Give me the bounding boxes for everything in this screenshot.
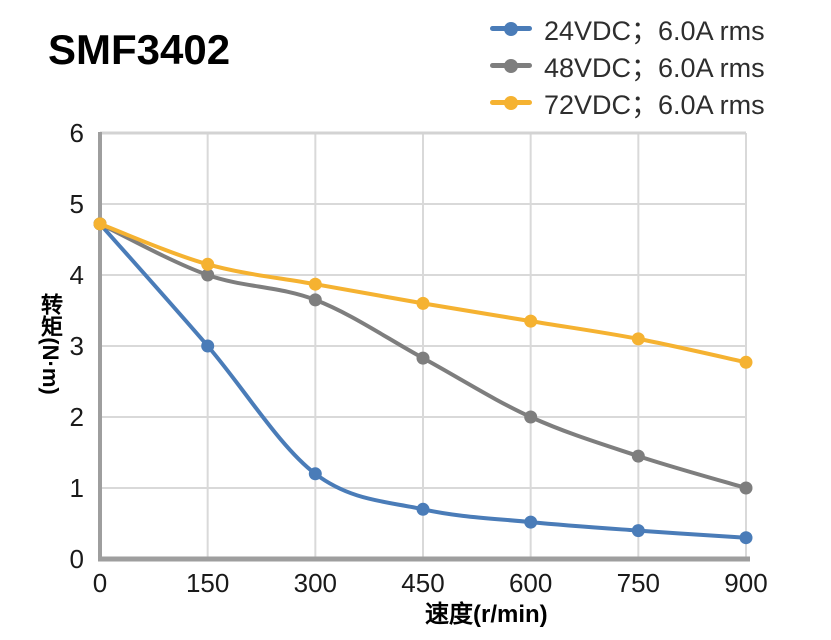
y-axis-title: 转矩(N·m) bbox=[38, 293, 63, 395]
y-tick-label: 2 bbox=[70, 402, 84, 432]
data-point-marker bbox=[631, 524, 645, 538]
legend-label: 72VDC；6.0A rms bbox=[544, 90, 765, 120]
legend-item-2: 48VDC；6.0A rms bbox=[490, 47, 765, 84]
data-point-marker bbox=[201, 339, 215, 353]
legend-label: 48VDC；6.0A rms bbox=[544, 53, 765, 83]
x-tick-label: 0 bbox=[93, 568, 107, 598]
legend-item-3: 72VDC；6.0A rms bbox=[490, 84, 765, 121]
x-tick-label: 900 bbox=[724, 568, 767, 598]
y-tick-label: 3 bbox=[70, 331, 84, 361]
x-tick-label: 600 bbox=[509, 568, 552, 598]
data-point-marker bbox=[739, 481, 753, 495]
x-tick-label: 450 bbox=[401, 568, 444, 598]
data-point-marker bbox=[416, 296, 430, 310]
legend-line-dot-marker bbox=[490, 95, 532, 110]
y-tick-label: 4 bbox=[70, 260, 84, 290]
data-point-marker bbox=[416, 502, 430, 516]
y-tick-label: 6 bbox=[70, 118, 84, 148]
data-point-marker bbox=[308, 467, 322, 481]
data-point-marker bbox=[308, 277, 322, 291]
data-point-marker bbox=[524, 410, 538, 424]
legend: 24VDC；6.0A rms 48VDC；6.0A rms 72VDC；6.0A r… bbox=[490, 10, 765, 121]
data-point-marker bbox=[93, 217, 107, 231]
page-title: SMF3402 bbox=[48, 26, 231, 73]
data-point-marker bbox=[308, 293, 322, 307]
legend-line-dot-marker bbox=[490, 58, 532, 73]
legend-item-1: 24VDC；6.0A rms bbox=[490, 10, 765, 47]
y-tick-label: 1 bbox=[70, 473, 84, 503]
x-tick-label: 150 bbox=[186, 568, 229, 598]
data-point-marker bbox=[631, 449, 645, 463]
data-point-marker bbox=[524, 314, 538, 328]
legend-line-dot-marker bbox=[490, 21, 532, 36]
y-tick-label: 5 bbox=[70, 189, 84, 219]
data-point-marker bbox=[739, 355, 753, 369]
x-tick-label: 300 bbox=[294, 568, 337, 598]
data-point-marker bbox=[631, 332, 645, 346]
data-point-marker bbox=[416, 351, 430, 365]
data-point-marker bbox=[739, 531, 753, 545]
data-point-marker bbox=[524, 515, 538, 529]
data-point-marker bbox=[201, 257, 215, 271]
y-tick-label: 0 bbox=[70, 544, 84, 574]
legend-label: 24VDC；6.0A rms bbox=[544, 16, 765, 46]
x-tick-label: 750 bbox=[617, 568, 660, 598]
x-axis-title: 速度(r/min) bbox=[425, 601, 548, 628]
data-point-marker bbox=[201, 268, 215, 282]
